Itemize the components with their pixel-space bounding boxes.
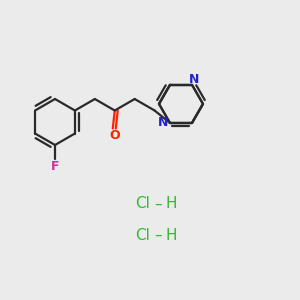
Text: Cl: Cl	[136, 227, 150, 242]
Text: N: N	[158, 116, 168, 130]
Text: F: F	[51, 160, 59, 172]
Text: Cl: Cl	[136, 196, 150, 211]
Text: N: N	[189, 73, 199, 86]
Text: H: H	[165, 196, 177, 211]
Text: –: –	[154, 227, 162, 242]
Text: –: –	[154, 196, 162, 211]
Text: O: O	[109, 129, 120, 142]
Text: H: H	[165, 227, 177, 242]
